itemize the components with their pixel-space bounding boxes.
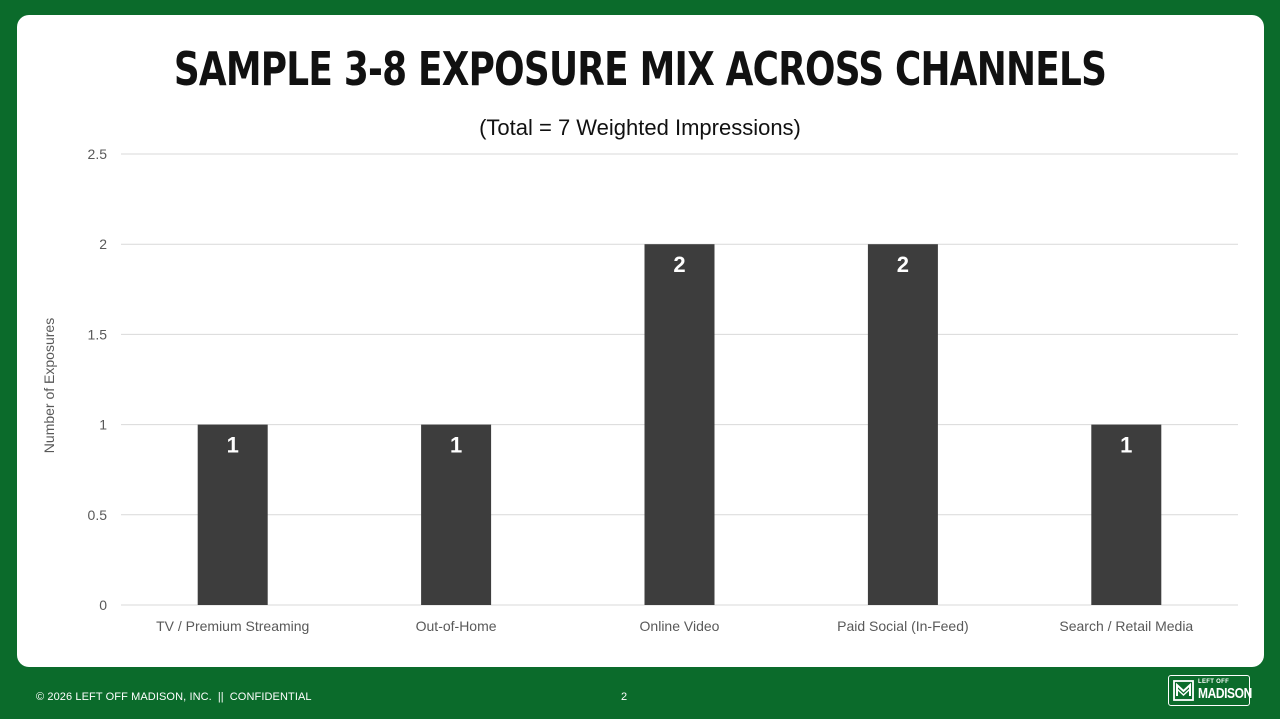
page-number: 2	[620, 691, 628, 703]
logo-main-text: MADISON	[1198, 685, 1252, 702]
bar-data-label: 1	[450, 433, 462, 458]
bar	[197, 424, 268, 605]
y-tick-label: 2.5	[88, 146, 108, 162]
logo-top-text: LEFT OFF	[1198, 679, 1230, 685]
x-category-label: TV / Premium Streaming	[156, 618, 309, 634]
bar-data-label: 2	[897, 252, 909, 277]
company-logo: LEFT OFF MADISON	[1168, 675, 1252, 706]
bar	[1091, 424, 1162, 605]
x-category-label: Out-of-Home	[416, 618, 497, 634]
bar-data-label: 1	[227, 433, 239, 458]
y-tick-label: 1	[99, 417, 107, 433]
x-category-label: Online Video	[640, 618, 720, 634]
footer-text: © 2026 LEFT OFF MADISON, INC. || CONFIDENT…	[36, 691, 312, 703]
bar	[644, 244, 715, 605]
slide-title: SAMPLE 3-8 EXPOSURE MIX ACROSS CHANNELS	[173, 42, 1107, 96]
bar-data-label: 1	[1120, 433, 1132, 458]
bar	[867, 244, 938, 605]
y-tick-label: 1.5	[88, 326, 108, 342]
bar-data-label: 2	[673, 252, 685, 277]
y-axis-label: Number of Exposures	[41, 318, 57, 453]
y-tick-label: 0.5	[88, 507, 108, 523]
x-category-label: Paid Social (In-Feed)	[837, 618, 969, 634]
footer-confidential: CONFIDENTIAL	[229, 691, 312, 703]
footer-copyright: © 2026 LEFT OFF MADISON, INC.	[36, 691, 212, 703]
y-tick-label: 0	[99, 597, 107, 613]
madison-logo-icon	[1173, 680, 1194, 701]
chart-subtitle: (Total = 7 Weighted Impressions)	[479, 115, 801, 140]
bar	[421, 424, 492, 605]
footer-separator: ||	[217, 691, 224, 703]
x-category-label: Search / Retail Media	[1059, 618, 1193, 634]
y-tick-label: 2	[99, 236, 107, 252]
